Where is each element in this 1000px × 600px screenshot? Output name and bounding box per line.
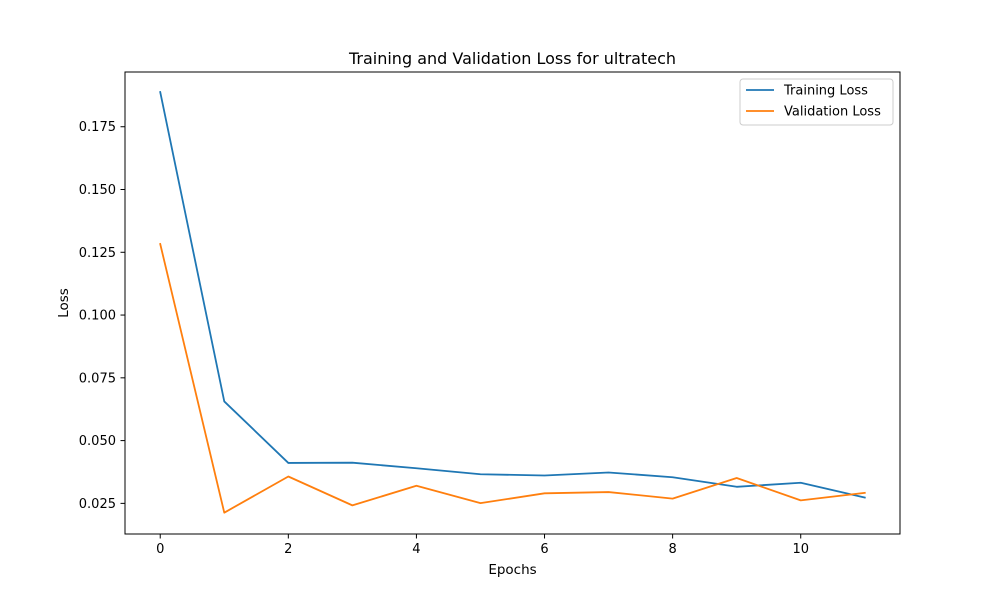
x-tick-label: 10 (792, 542, 809, 557)
x-tick-label: 0 (156, 542, 164, 557)
y-axis-label: Loss (56, 288, 72, 318)
y-tick-label: 0.125 (79, 246, 116, 261)
series-line-validation-loss (159, 242, 866, 514)
legend-label: Training Loss (783, 84, 868, 99)
y-tick-label: 0.075 (79, 371, 116, 386)
axes-frame (124, 71, 901, 535)
legend-box (739, 78, 894, 126)
plot-area: 0 2 4 6 8 10 0.0250.0500.0750.1000.1250.1500.… (79, 71, 901, 557)
series-layer (159, 91, 866, 514)
y-tick-label: 0.150 (79, 183, 116, 198)
chart-title: Training and Validation Loss for ultrate… (348, 49, 676, 68)
legend-label: Validation Loss (784, 105, 881, 120)
x-tick-label: 2 (284, 542, 292, 557)
series-line-training-loss (159, 91, 866, 499)
y-tick-label: 0.025 (79, 497, 116, 512)
y-axis-ticks: 0.025 0.050 0.075 0.100 0.125 0.150 0.175 (79, 120, 125, 512)
x-tick-label: 6 (540, 542, 548, 557)
x-axis-label: Epochs (488, 562, 536, 578)
x-axis-ticks: 0 2 4 6 8 10 (156, 534, 809, 557)
y-tick-label: 0.175 (79, 120, 116, 135)
legend-items: Training Loss Validation Loss (746, 84, 881, 120)
y-tick-label: 0.100 (79, 309, 116, 324)
x-tick-label: 4 (412, 542, 420, 557)
legend: Training Loss Validation Loss (739, 78, 894, 126)
y-tick-label: 0.050 (79, 434, 116, 449)
x-tick-label: 8 (668, 542, 676, 557)
